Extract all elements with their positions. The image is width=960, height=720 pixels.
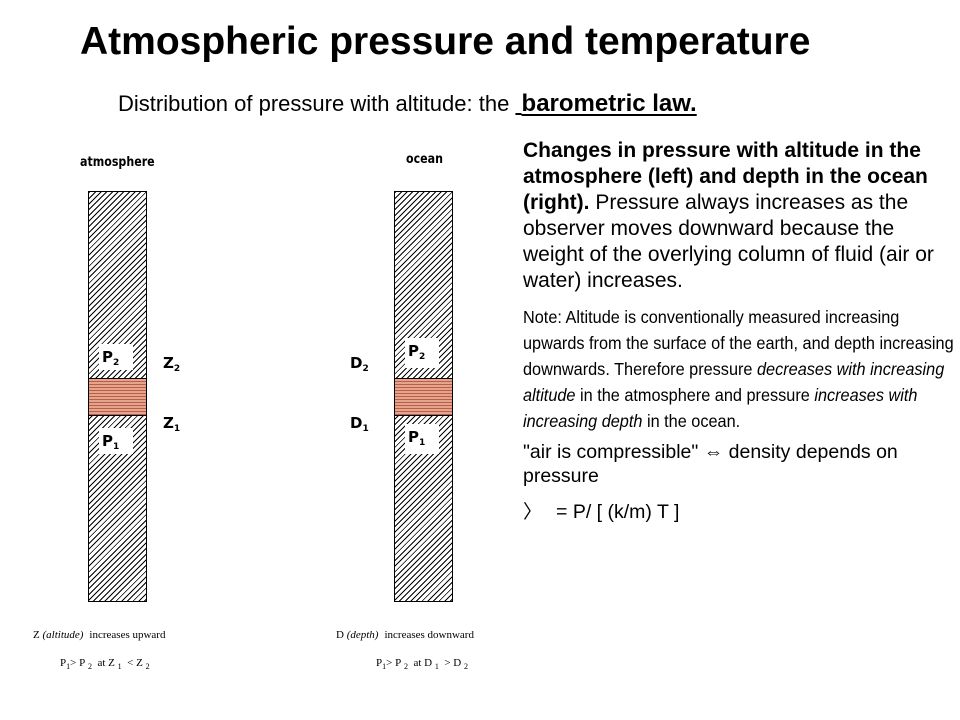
ocean-p1-box: P1 xyxy=(405,424,439,454)
atmosphere-relation: P1> P 2 at Z 1 < Z 2 xyxy=(60,657,150,672)
atmosphere-p2-box: P2 xyxy=(99,344,133,370)
d2-label: D2 xyxy=(350,354,369,374)
ocean-p2-box: P2 xyxy=(405,338,439,368)
d1-label: D1 xyxy=(350,414,369,434)
subtitle: Distribution of pressure with altitude: … xyxy=(118,90,878,118)
z2-label: Z2 xyxy=(163,354,181,374)
ocean-layer xyxy=(395,378,452,416)
atmosphere-label: atmosphere xyxy=(80,155,155,170)
page-title: Atmospheric pressure and temperature xyxy=(80,20,811,63)
note-paragraph: Note: Altitude is conventionally measure… xyxy=(523,307,954,431)
ocean-caption: D (depth) increases downward xyxy=(336,629,474,641)
explanation-paragraph: Changes in pressure with altitude in the… xyxy=(523,139,934,292)
atmosphere-p1-box: P1 xyxy=(99,428,133,454)
ocean-relation: P1> P 2 at D 1 > D 2 xyxy=(376,657,468,672)
z1-label: Z1 xyxy=(163,414,181,434)
atmosphere-caption: Z (altitude) increases upward xyxy=(33,629,166,641)
atmosphere-column: P2 P1 xyxy=(88,191,147,602)
compressible-statement: "air is compressible" ⇔ density depends … xyxy=(523,441,898,487)
atmosphere-layer xyxy=(89,378,146,416)
barometric-law-label: barometric law. xyxy=(521,90,697,117)
ocean-label: ocean xyxy=(406,152,443,167)
explanation-panel: Changes in pressure with altitude in the… xyxy=(523,138,960,525)
subtitle-prefix: Distribution of pressure with altitude: … xyxy=(118,91,516,116)
density-symbol: 〉 xyxy=(523,502,543,523)
density-equation: 〉 = P/ [ (k/m) T ] xyxy=(523,501,680,523)
ocean-column: P2 P1 xyxy=(394,191,453,602)
